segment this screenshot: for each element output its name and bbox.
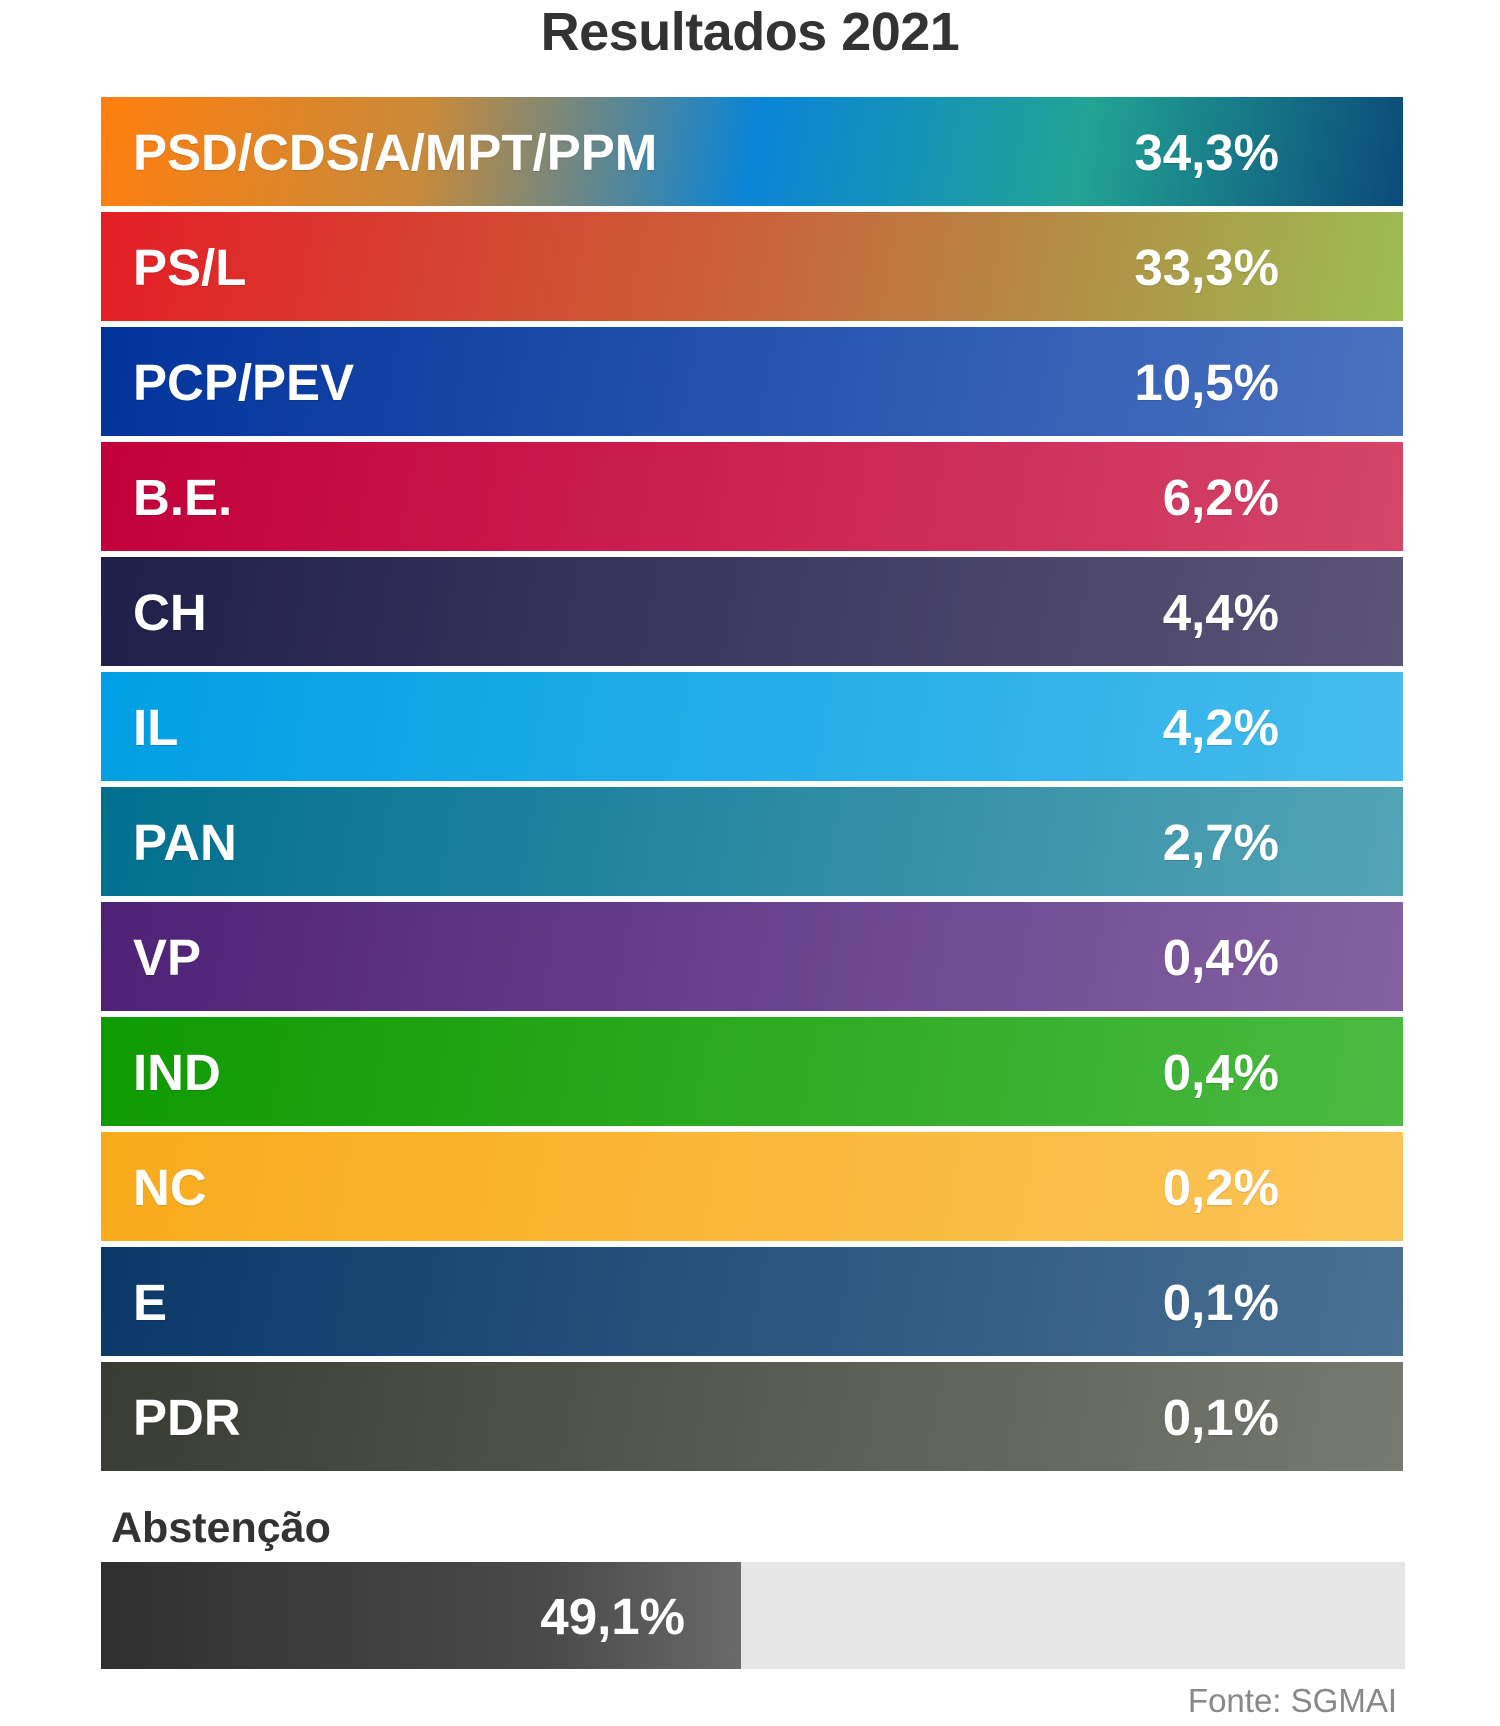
party-bar: E 0,1%: [101, 1247, 1403, 1356]
party-name-label: E: [133, 1274, 168, 1331]
party-value-label: 33,3%: [1134, 239, 1279, 296]
party-bar: NC 0,2%: [101, 1132, 1403, 1241]
party-value-label: 0,1%: [1162, 1274, 1279, 1331]
party-name-label: PAN: [133, 814, 237, 871]
party-bar: PSD/CDS/A/MPT/PPM 34,3%: [101, 97, 1403, 206]
party-value-label: 2,7%: [1162, 814, 1279, 871]
party-bar: PS/L 33,3%: [101, 212, 1403, 321]
party-value-label: 6,2%: [1162, 469, 1279, 526]
party-name-label: PDR: [133, 1389, 241, 1446]
party-name-label: NC: [133, 1159, 207, 1216]
party-value-label: 4,4%: [1162, 584, 1279, 641]
party-bar: B.E. 6,2%: [101, 442, 1403, 551]
party-value-label: 0,4%: [1162, 1044, 1279, 1101]
abstention-bar-track: 49,1%: [101, 1562, 1405, 1669]
abstention-value-label: 49,1%: [540, 1588, 685, 1645]
party-name-label: PCP/PEV: [133, 354, 355, 411]
party-name-label: CH: [133, 584, 207, 641]
party-bar: PCP/PEV 10,5%: [101, 327, 1403, 436]
party-name-label: PS/L: [133, 239, 247, 296]
party-value-label: 0,4%: [1162, 929, 1279, 986]
party-value-label: 0,2%: [1162, 1159, 1279, 1216]
party-bar: CH 4,4%: [101, 557, 1403, 666]
party-bar: VP 0,4%: [101, 902, 1403, 1011]
party-results-list: PSD/CDS/A/MPT/PPM 34,3% PS/L 33,3% PCP/PEV 10…: [101, 97, 1403, 1471]
party-value-label: 10,5%: [1134, 354, 1279, 411]
abstention-label: Abstenção: [111, 1504, 331, 1552]
party-name-label: PSD/CDS/A/MPT/PPM: [133, 124, 658, 181]
abstention-bar-fill: 49,1%: [101, 1562, 741, 1669]
party-bar: PDR 0,1%: [101, 1362, 1403, 1471]
party-bar: IND 0,4%: [101, 1017, 1403, 1126]
party-value-label: 34,3%: [1134, 124, 1279, 181]
party-name-label: VP: [133, 929, 202, 986]
party-bar: PAN 2,7%: [101, 787, 1403, 896]
party-name-label: IL: [133, 699, 179, 756]
party-value-label: 4,2%: [1162, 699, 1279, 756]
source-note: Fonte: SGMAI: [1187, 1682, 1397, 1719]
chart-title: Resultados 2021: [540, 2, 960, 62]
party-bar: IL 4,2%: [101, 672, 1403, 781]
party-value-label: 0,1%: [1162, 1389, 1279, 1446]
party-name-label: B.E.: [133, 469, 233, 526]
party-name-label: IND: [133, 1044, 221, 1101]
